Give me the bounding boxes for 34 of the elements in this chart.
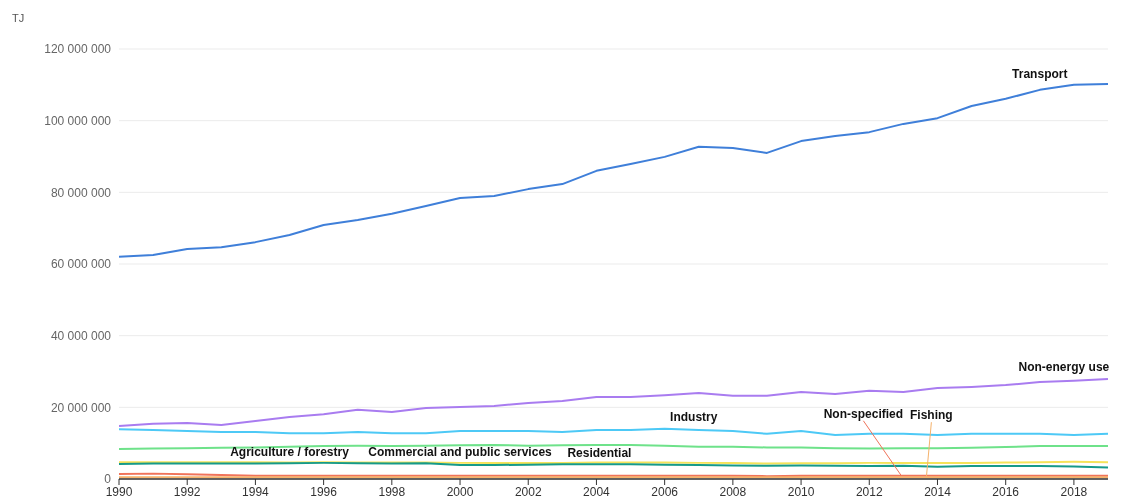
y-tick-label: 40 000 000: [50, 328, 112, 343]
text: Non-specified: [823, 406, 904, 421]
series-label: Transport: [1012, 66, 1068, 81]
y-tick-label: 120 000 000: [44, 42, 112, 57]
line-series: [119, 427, 1108, 436]
x-tick-label: 2012: [855, 484, 883, 499]
y-tick-label: 80 000 000: [50, 185, 112, 200]
line-series: [119, 83, 1108, 258]
line-series: [119, 378, 1108, 427]
x-tick-label: 2018: [1060, 484, 1088, 499]
text: Fishing: [910, 408, 953, 423]
x-tick-label: 2010: [787, 484, 815, 499]
series-label: Agriculture / forestry: [230, 445, 350, 460]
series-label: Commercial and public services: [368, 444, 553, 459]
y-tick-label: 20 000 000: [50, 400, 112, 415]
x-tick-label: 2016: [992, 484, 1020, 499]
x-tick-label: 2008: [719, 484, 747, 499]
x-tick-label: 1992: [173, 484, 201, 499]
x-tick-label: 1996: [310, 484, 338, 499]
x-tick-label: 1994: [242, 484, 270, 499]
series-label: Non-energy use: [1018, 359, 1110, 374]
x-tick-label: 2000: [446, 484, 474, 499]
series-label: Residential: [567, 445, 632, 460]
x-tick-label: 1998: [378, 484, 406, 499]
x-tick-label: 1990: [105, 484, 133, 499]
y-tick-label: 0: [104, 472, 112, 487]
series-label: Industry: [670, 409, 718, 424]
x-tick-label: 2014: [924, 484, 952, 499]
x-tick-label: 2002: [514, 484, 542, 499]
x-tick-label: 2004: [583, 484, 611, 499]
y-tick-label: 60 000 000: [50, 257, 112, 272]
x-tick-label: 2006: [651, 484, 679, 499]
y-axis-title: TJ: [12, 12, 25, 24]
y-tick-label: 100 000 000: [44, 113, 112, 128]
